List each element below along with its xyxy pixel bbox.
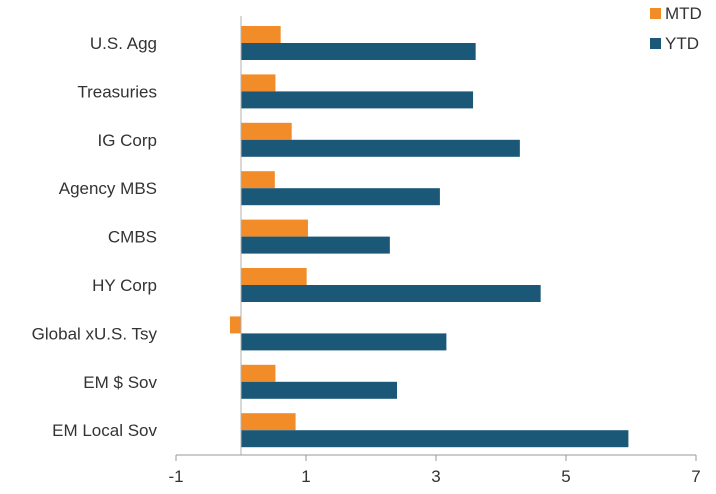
category-label-hy-corp: HY Corp [92,276,157,295]
bar-mtd-treasuries [241,74,276,92]
bar-mtd-cmbs [241,219,308,237]
x-tick-label: 5 [561,467,570,486]
bar-ytd-agency-mbs [241,188,440,206]
category-label-cmbs: CMBS [108,228,157,247]
bar-ytd-cmbs [241,236,390,254]
bar-mtd-agency-mbs [241,171,275,189]
bar-mtd-hy-corp [241,268,307,285]
bar-ytd-em-sov [241,381,397,399]
x-tick-label: 7 [691,467,700,486]
x-tick-label: 1 [301,467,310,486]
bar-mtd-global-xu-s-tsy [229,316,241,334]
category-label-treasuries: Treasuries [77,82,157,101]
bar-ytd-ig-corp [241,139,520,157]
legend-label-ytd: YTD [665,34,699,53]
x-axis-ticks: -1 1 3 5 7 [168,455,701,486]
bar-ytd-treasuries [241,91,474,109]
x-tick-label: -1 [168,467,183,486]
legend-swatch-ytd [650,38,661,49]
x-tick-label: 3 [431,467,440,486]
category-label-ig-corp: IG Corp [97,131,157,150]
bar-ytd-u-s-agg [241,43,476,60]
category-labels: U.S. Agg Treasuries IG Corp Agency MBS CMBS H… [32,34,158,440]
bars-group [229,26,629,448]
category-label-agency-mbs: Agency MBS [59,179,157,198]
bar-ytd-hy-corp [241,285,541,302]
category-label-em-local-sov: EM Local Sov [52,421,157,440]
category-label-global-xu-s-tsy: Global xU.S. Tsy [32,324,158,343]
bar-mtd-u-s-agg [241,26,281,43]
bar-mtd-em-sov [241,364,276,382]
legend: MTD YTD [650,4,702,53]
category-label-em-sov: EM $ Sov [83,373,157,392]
bar-ytd-global-xu-s-tsy [241,333,447,351]
bar-ytd-em-local-sov [241,430,629,448]
legend-label-mtd: MTD [665,4,702,23]
legend-swatch-mtd [650,8,661,19]
category-label-u-s-agg: U.S. Agg [90,34,157,53]
bar-mtd-ig-corp [241,122,292,140]
bar-mtd-em-local-sov [241,413,296,431]
